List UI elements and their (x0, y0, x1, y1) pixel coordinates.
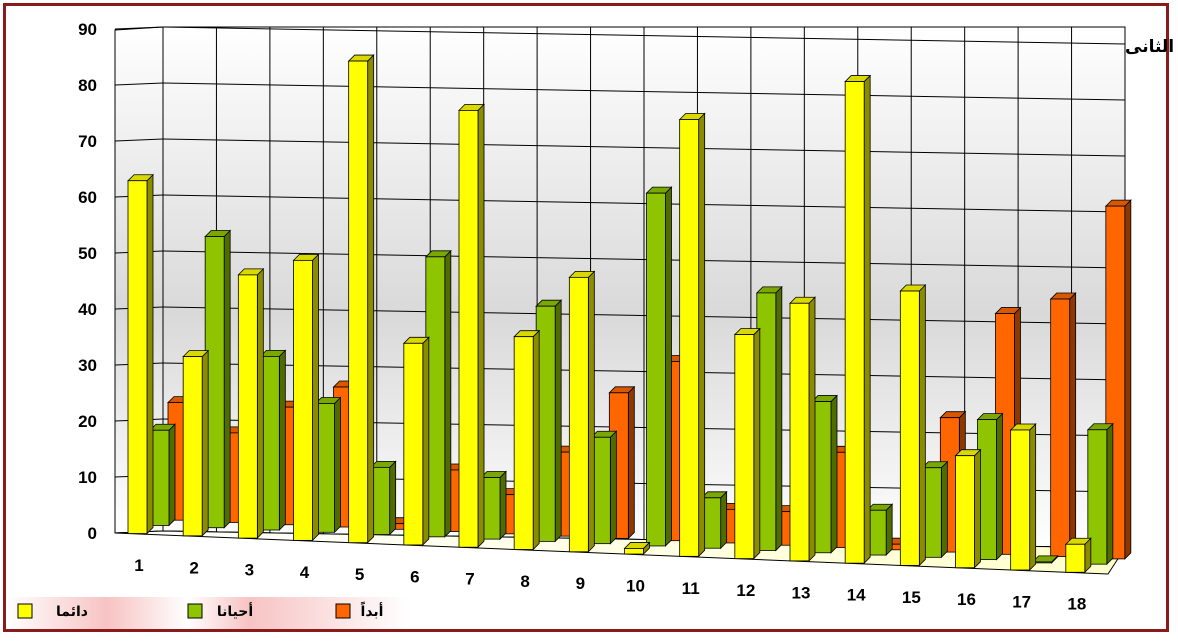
legend-label: أبداً (360, 601, 383, 620)
legend-swatch (335, 603, 351, 619)
legend-swatch (17, 603, 33, 619)
y-tick-label: 50 (78, 244, 97, 263)
bar-1-12 (811, 394, 838, 554)
legend-swatch (187, 603, 203, 619)
x-tick-label: 10 (626, 576, 645, 595)
y-tick-label: 40 (78, 300, 97, 319)
y-tick-label: 70 (78, 132, 97, 151)
bar-0-7 (513, 329, 541, 551)
bar-1-3 (314, 396, 342, 534)
x-tick-label: 18 (1067, 595, 1086, 614)
bar-1-9 (645, 186, 673, 547)
bar-0-1 (182, 349, 210, 537)
bar-1-13 (866, 503, 894, 557)
bar-0-8 (568, 270, 596, 553)
bar-0-5 (402, 336, 430, 546)
gridline-side (114, 138, 164, 142)
x-tick-label: 8 (520, 572, 529, 591)
x-tick-label: 6 (410, 567, 419, 586)
bar-0-2 (237, 267, 265, 540)
bar-1-7 (535, 299, 563, 543)
y-axis-ticks: 0 10 20 30 40 50 60 70 80 90 (78, 20, 97, 543)
bar-1-2 (259, 349, 287, 531)
gridline-side (114, 82, 164, 86)
bar-1-1 (204, 229, 232, 529)
bar-0-14 (899, 284, 927, 567)
y-tick-label: 90 (78, 20, 97, 39)
bar-1-14 (921, 460, 949, 559)
bar-1-15 (976, 412, 1004, 561)
y-tick-label: 80 (78, 76, 97, 95)
bar-0-9 (623, 541, 651, 556)
x-tick-label: 15 (902, 588, 921, 607)
bar-0-6 (458, 103, 485, 549)
bar-0-15 (954, 448, 982, 569)
x-tick-label: 13 (792, 583, 811, 602)
bar-0-13 (844, 74, 872, 565)
bar-0-10 (678, 112, 706, 558)
x-tick-label: 3 (245, 561, 254, 580)
x-tick-label: 12 (736, 581, 755, 600)
y-tick-label: 20 (78, 412, 97, 431)
bar-0-0 (127, 173, 154, 535)
bar-1-5 (424, 249, 452, 538)
y-tick-label: 0 (88, 524, 97, 543)
x-tick-label: 11 (682, 579, 700, 598)
bar-0-16 (1009, 423, 1037, 571)
chart-title: المحور الثانى (1125, 37, 1178, 57)
gridline-side (114, 26, 164, 30)
x-tick-label: 4 (300, 563, 310, 582)
bar-1-8 (590, 430, 618, 545)
x-tick-label: 2 (189, 558, 198, 577)
x-tick-label: 9 (576, 574, 585, 593)
bar-0-17 (1064, 537, 1092, 574)
y-tick-label: 10 (78, 468, 97, 487)
bar-2-16 (1049, 292, 1077, 558)
bar-1-6 (480, 470, 507, 541)
bar-1-16 (1031, 554, 1059, 564)
legend-label: دائما (56, 604, 88, 620)
bar-1-11 (755, 285, 783, 552)
legend-label: أحيانا (217, 602, 253, 620)
bar-1-4 (369, 460, 397, 536)
bar-1-10 (700, 490, 728, 550)
bars (127, 54, 1132, 574)
bar-0-4 (347, 54, 375, 544)
x-tick-label: 7 (465, 570, 474, 589)
bar-0-11 (733, 327, 761, 560)
y-tick-label: 30 (78, 356, 97, 375)
bar-0-3 (292, 253, 320, 542)
legend: دائما أحيانا أبداً (6, 597, 410, 629)
y-tick-label: 60 (78, 188, 97, 207)
x-tick-label: 5 (355, 565, 364, 584)
x-tick-label: 16 (957, 590, 976, 609)
x-axis-ticks: 1 2 3 4 5 6 7 8 9 10 11 12 13 14 15 16 17 18 (134, 556, 1086, 614)
bar-1-0 (149, 423, 176, 527)
bar-0-12 (789, 296, 816, 562)
bar-1-17 (1086, 422, 1114, 566)
x-tick-label: 1 (134, 556, 143, 575)
x-tick-label: 14 (847, 586, 866, 605)
x-tick-label: 17 (1012, 592, 1031, 611)
